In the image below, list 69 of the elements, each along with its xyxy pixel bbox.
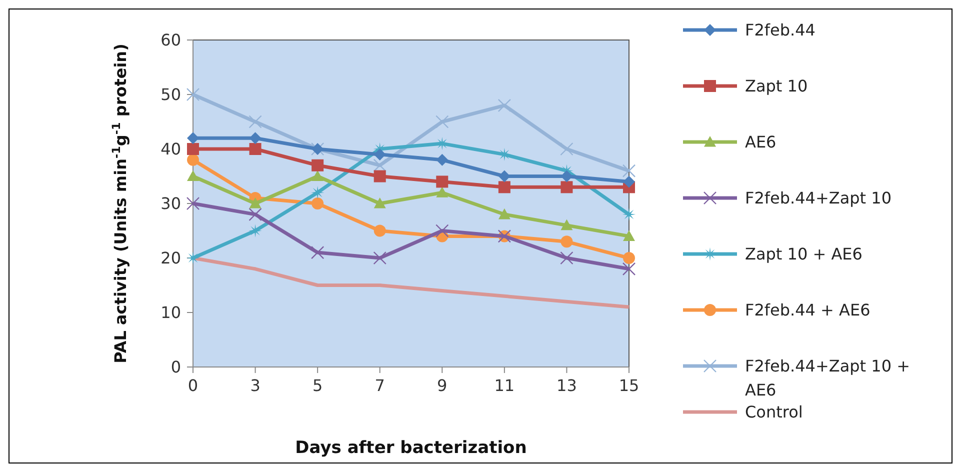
legend-label: AE6 [745, 132, 776, 152]
x-tick-label: 15 [618, 376, 640, 395]
x-tick-label: 3 [250, 376, 260, 395]
legend-label: F2feb.44 + AE6 [745, 300, 870, 320]
legend-label: Zapt 10 + AE6 [745, 244, 862, 264]
x-tick-label: 9 [437, 376, 448, 395]
point [248, 208, 262, 221]
x-tick-label: 7 [374, 376, 385, 395]
point [310, 186, 324, 200]
legend-label: F2feb.44+Zapt 10 [745, 188, 892, 208]
point [249, 143, 262, 155]
point [312, 198, 324, 210]
point [498, 181, 510, 194]
point [622, 208, 636, 221]
point [187, 132, 199, 144]
y-tick-label: 0 [170, 358, 181, 377]
legend-label: Control [745, 402, 803, 422]
point [249, 198, 262, 208]
legend-label: F2feb.44+Zapt 10 + AE6 [745, 356, 910, 400]
y-tick-label: 40 [160, 140, 181, 159]
legend-label: F2feb.44 [745, 20, 816, 40]
point [312, 170, 324, 182]
point [560, 142, 574, 156]
point [187, 143, 199, 155]
point [560, 236, 573, 248]
point [498, 98, 512, 112]
point [436, 154, 448, 166]
point [436, 176, 448, 188]
y-tick-label: 50 [160, 85, 181, 104]
point [310, 246, 324, 260]
point [374, 198, 386, 208]
point [249, 132, 262, 144]
y-tick-label: 60 [160, 30, 181, 50]
point [373, 158, 386, 172]
point [623, 176, 635, 188]
legend-label: Zapt 10 [745, 76, 808, 96]
point [186, 88, 200, 102]
y-tick-label: 10 [160, 303, 181, 322]
point [187, 154, 199, 166]
point [498, 148, 512, 162]
point [498, 208, 510, 220]
point [623, 230, 635, 241]
point [436, 224, 449, 238]
y-tick-label: 30 [160, 194, 181, 214]
point [436, 136, 449, 150]
x-tick-label: 0 [188, 376, 198, 395]
point [374, 170, 386, 182]
point [374, 224, 386, 237]
point [622, 262, 636, 276]
point [248, 224, 262, 238]
point [374, 148, 386, 160]
point [248, 115, 262, 128]
point [436, 186, 448, 198]
x-tick-label: 11 [494, 376, 515, 395]
point [186, 196, 200, 210]
point [312, 159, 324, 172]
point [187, 170, 199, 182]
point [560, 181, 573, 194]
point [560, 219, 573, 230]
point [623, 252, 635, 264]
point [373, 251, 386, 265]
point [560, 251, 574, 265]
x-tick-label: 13 [556, 376, 577, 395]
point [622, 164, 636, 178]
x-tick-label: 5 [312, 376, 323, 395]
y-tick-label: 20 [160, 248, 181, 268]
x-axis-title: Days after bacterization [295, 438, 527, 458]
point [186, 251, 200, 265]
point [436, 115, 449, 128]
